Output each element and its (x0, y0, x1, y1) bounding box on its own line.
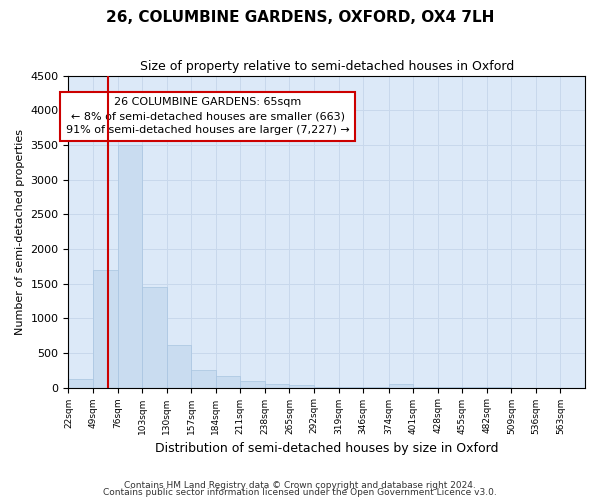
Bar (314, 386, 338, 388)
Bar (240, 382, 265, 388)
Text: 26, COLUMBINE GARDENS, OXFORD, OX4 7LH: 26, COLUMBINE GARDENS, OXFORD, OX4 7LH (106, 10, 494, 25)
Bar (338, 387, 363, 388)
Text: Contains public sector information licensed under the Open Government Licence v3: Contains public sector information licen… (103, 488, 497, 497)
Title: Size of property relative to semi-detached houses in Oxford: Size of property relative to semi-detach… (140, 60, 514, 73)
Bar (389, 384, 413, 388)
Text: 26 COLUMBINE GARDENS: 65sqm
← 8% of semi-detached houses are smaller (663)
91% o: 26 COLUMBINE GARDENS: 65sqm ← 8% of semi… (66, 98, 350, 136)
Y-axis label: Number of semi-detached properties: Number of semi-detached properties (15, 128, 25, 334)
Bar (167, 344, 191, 388)
Bar (289, 386, 314, 388)
X-axis label: Distribution of semi-detached houses by size in Oxford: Distribution of semi-detached houses by … (155, 442, 499, 455)
Text: Contains HM Land Registry data © Crown copyright and database right 2024.: Contains HM Land Registry data © Crown c… (124, 480, 476, 490)
Bar (93, 270, 118, 388)
Bar (265, 384, 289, 388)
Bar (142, 287, 167, 388)
Bar (118, 145, 142, 388)
Bar (216, 376, 240, 388)
Bar (68, 378, 93, 388)
Bar (191, 370, 216, 388)
